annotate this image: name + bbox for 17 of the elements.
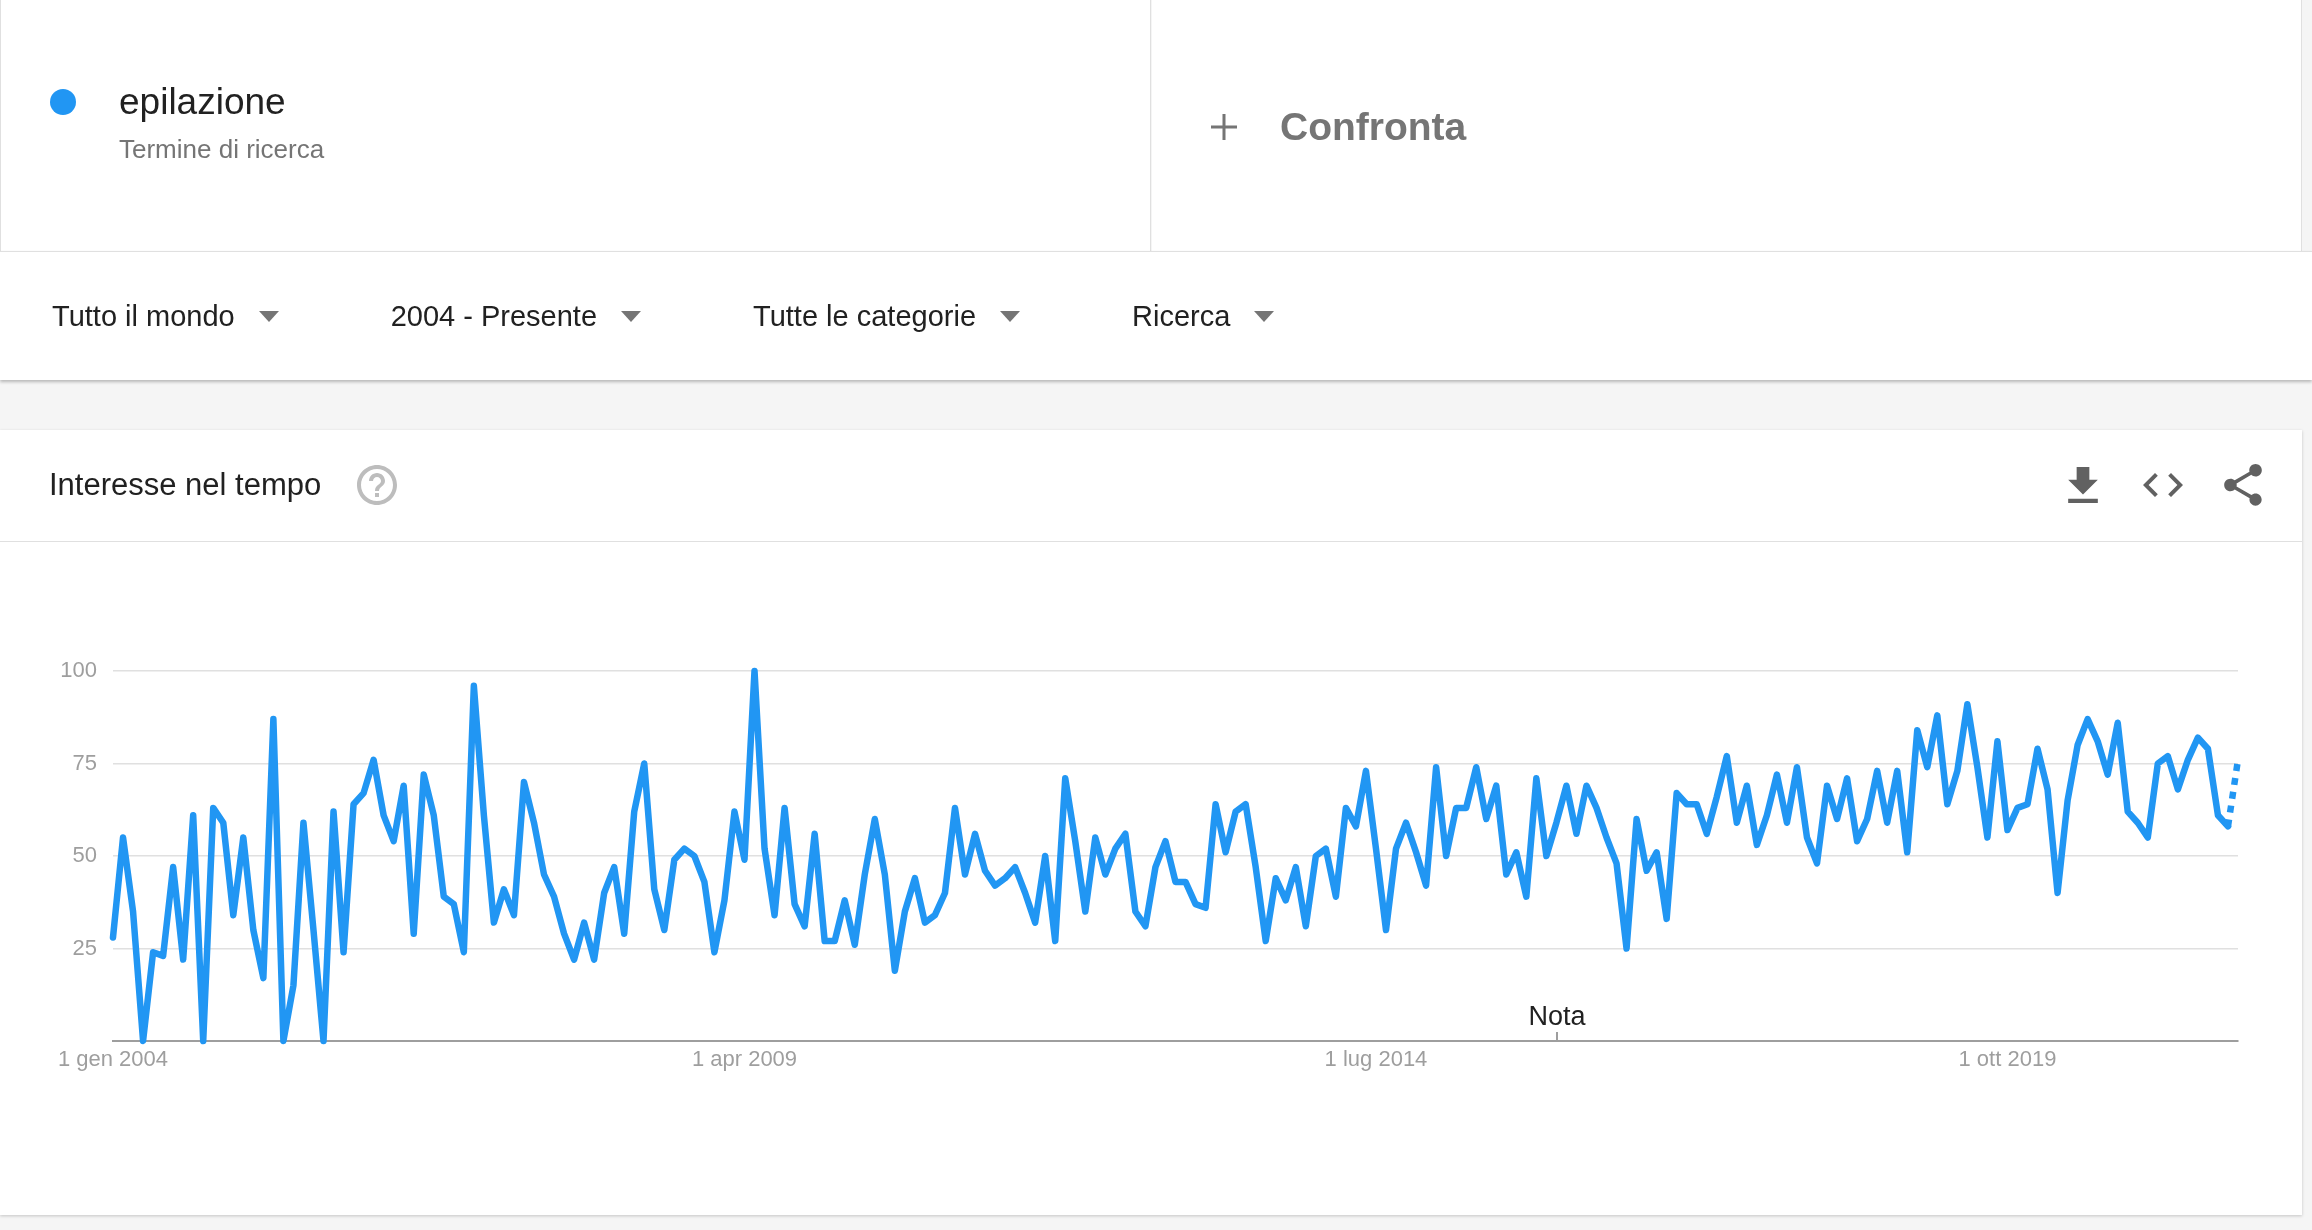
x-tick-label: 1 ott 2019	[1958, 1046, 2057, 1072]
y-tick-label: 50	[72, 842, 97, 868]
text: Ricerca	[1132, 299, 1231, 333]
y-tick-label: 25	[72, 934, 97, 960]
annotation: Nota	[1528, 1001, 1586, 1031]
y-tick-label: 100	[60, 657, 97, 683]
x-tick-label: 1 gen 2004	[57, 1046, 169, 1072]
text: Confronta	[1280, 104, 1467, 150]
y-tick-label: 75	[72, 749, 97, 775]
text: Tutte le categorie	[753, 299, 977, 333]
chart-title: Interesse nel tempo	[49, 467, 322, 503]
text: Termine di ricerca	[119, 133, 325, 166]
text: Tutto il mondo	[52, 299, 235, 333]
text: 2004 - Presente	[390, 299, 598, 333]
legend-label: epilazione	[119, 80, 286, 124]
x-tick-label: 1 apr 2009	[691, 1046, 798, 1072]
x-tick-label: 1 lug 2014	[1324, 1046, 1428, 1072]
